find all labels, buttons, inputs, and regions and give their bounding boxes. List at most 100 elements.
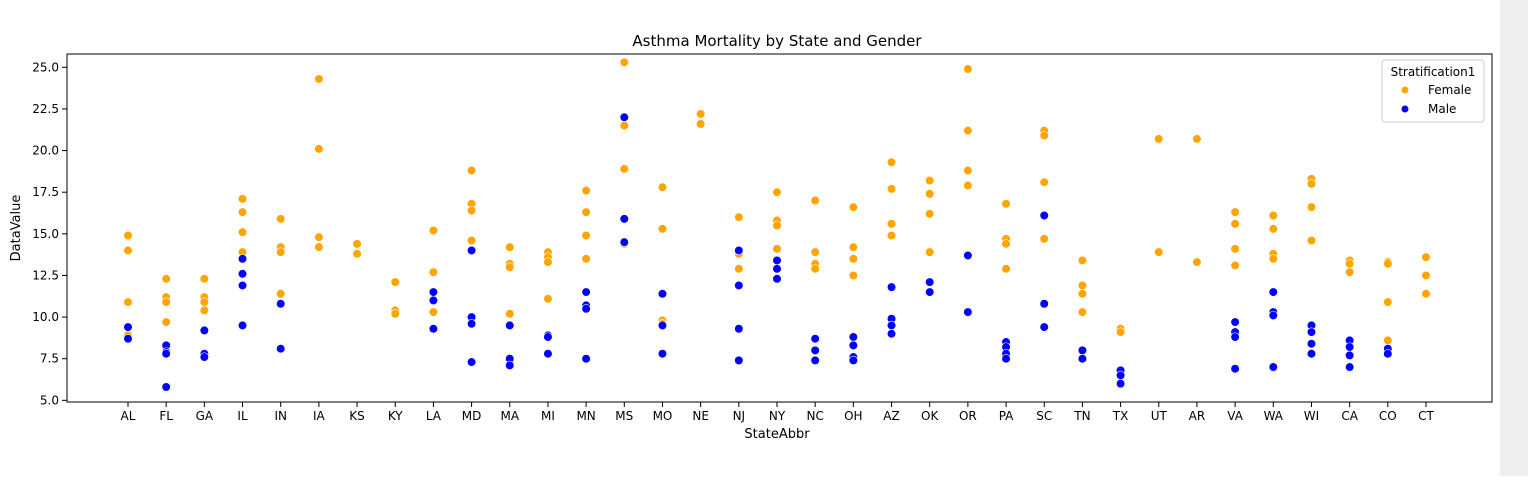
data-point-male — [1230, 364, 1240, 374]
data-point-male — [657, 349, 668, 359]
data-point-female — [772, 220, 782, 231]
data-point-male — [199, 352, 209, 362]
data-point-male — [123, 334, 133, 344]
data-point-female — [543, 294, 553, 304]
scrollbar-track[interactable] — [1500, 0, 1528, 476]
x-tick-label: CA — [1341, 409, 1358, 423]
data-point-female — [237, 207, 248, 217]
x-tick-label: FL — [159, 409, 173, 423]
x-tick-label: KS — [349, 409, 365, 423]
data-point-male — [734, 280, 744, 291]
data-point-female — [963, 165, 973, 176]
data-point-female — [505, 242, 515, 252]
data-point-female — [963, 64, 973, 74]
data-point-male — [1306, 349, 1317, 359]
legend-label-male: Male — [1428, 102, 1456, 116]
data-point-female — [1383, 335, 1393, 345]
data-point-male — [428, 295, 439, 306]
x-tick-label: MI — [541, 409, 555, 423]
data-point-male — [886, 329, 897, 339]
data-point-female — [1383, 259, 1393, 269]
data-point-female — [925, 209, 935, 219]
data-point-female — [696, 119, 706, 129]
data-point-male — [161, 382, 171, 392]
data-point-male — [925, 287, 935, 297]
data-point-female — [734, 264, 744, 274]
data-point-female — [428, 267, 439, 277]
x-tick-label: UT — [1151, 409, 1168, 423]
data-point-female — [466, 205, 477, 216]
y-tick-label: 25.0 — [32, 60, 59, 74]
x-tick-label: AR — [1189, 409, 1206, 423]
data-point-female — [734, 212, 744, 222]
data-point-female — [161, 274, 171, 284]
data-point-female — [810, 195, 820, 206]
data-point-female — [1383, 297, 1393, 307]
data-point-male — [963, 250, 973, 261]
y-tick-label: 5.0 — [40, 393, 59, 407]
data-point-female — [161, 297, 171, 307]
data-point-female — [428, 225, 439, 236]
data-point-male — [657, 320, 668, 331]
data-point-male — [1230, 317, 1240, 327]
data-point-female — [1154, 134, 1164, 144]
x-tick-label: SC — [1036, 409, 1052, 423]
data-point-male — [1077, 345, 1088, 355]
data-point-male — [237, 269, 248, 279]
data-point-female — [1039, 130, 1049, 141]
legend: Stratification1 Female Male — [1381, 59, 1485, 123]
data-point-female — [1421, 289, 1431, 299]
x-tick-label: GA — [196, 409, 214, 423]
data-point-female — [886, 230, 897, 241]
data-point-male — [848, 340, 858, 350]
data-point-male — [1115, 370, 1126, 380]
data-point-male — [886, 282, 897, 292]
data-point-female — [1192, 257, 1202, 267]
data-point-female — [696, 109, 706, 119]
data-point-female — [123, 230, 133, 241]
data-point-female — [619, 120, 629, 131]
data-point-female — [925, 247, 935, 257]
data-point-male — [772, 274, 782, 284]
data-point-female — [1345, 267, 1355, 277]
data-point-female — [1001, 239, 1011, 249]
data-point-male — [466, 319, 477, 329]
data-point-male — [1383, 349, 1393, 359]
x-tick-label: CT — [1418, 409, 1434, 423]
y-tick-label: 22.5 — [32, 102, 59, 116]
data-point-female — [1039, 177, 1049, 187]
x-tick-label: IA — [313, 409, 326, 423]
y-tick-label: 12.5 — [32, 268, 59, 282]
data-point-male — [1306, 339, 1317, 349]
data-point-female — [657, 182, 668, 192]
data-point-male — [619, 112, 629, 122]
data-point-male — [123, 322, 133, 332]
data-point-male — [428, 324, 439, 334]
x-tick-label: LA — [426, 409, 442, 423]
data-point-male — [810, 334, 820, 344]
data-point-female — [352, 239, 362, 249]
data-point-female — [1077, 289, 1088, 299]
data-point-female — [1230, 260, 1240, 271]
data-point-male — [1039, 322, 1049, 332]
data-point-female — [1001, 264, 1011, 274]
x-tick-label: IL — [237, 409, 248, 423]
data-point-female — [1268, 210, 1278, 221]
y-tick-label: 7.5 — [40, 352, 59, 366]
data-point-female — [848, 242, 858, 252]
x-tick-label: KY — [388, 409, 403, 423]
data-point-female — [352, 249, 362, 259]
data-point-male — [1230, 332, 1240, 342]
data-point-female — [1345, 259, 1355, 269]
data-point-male — [657, 289, 668, 299]
x-tick-label: MS — [615, 409, 633, 423]
data-point-female — [505, 309, 515, 319]
data-point-male — [543, 332, 553, 342]
data-point-female — [199, 305, 209, 316]
data-point-female — [428, 307, 439, 317]
data-point-female — [581, 207, 591, 217]
y-tick-label: 20.0 — [32, 144, 59, 158]
data-point-male — [772, 255, 782, 266]
x-tick-label: WA — [1264, 409, 1284, 423]
data-point-male — [848, 355, 858, 365]
